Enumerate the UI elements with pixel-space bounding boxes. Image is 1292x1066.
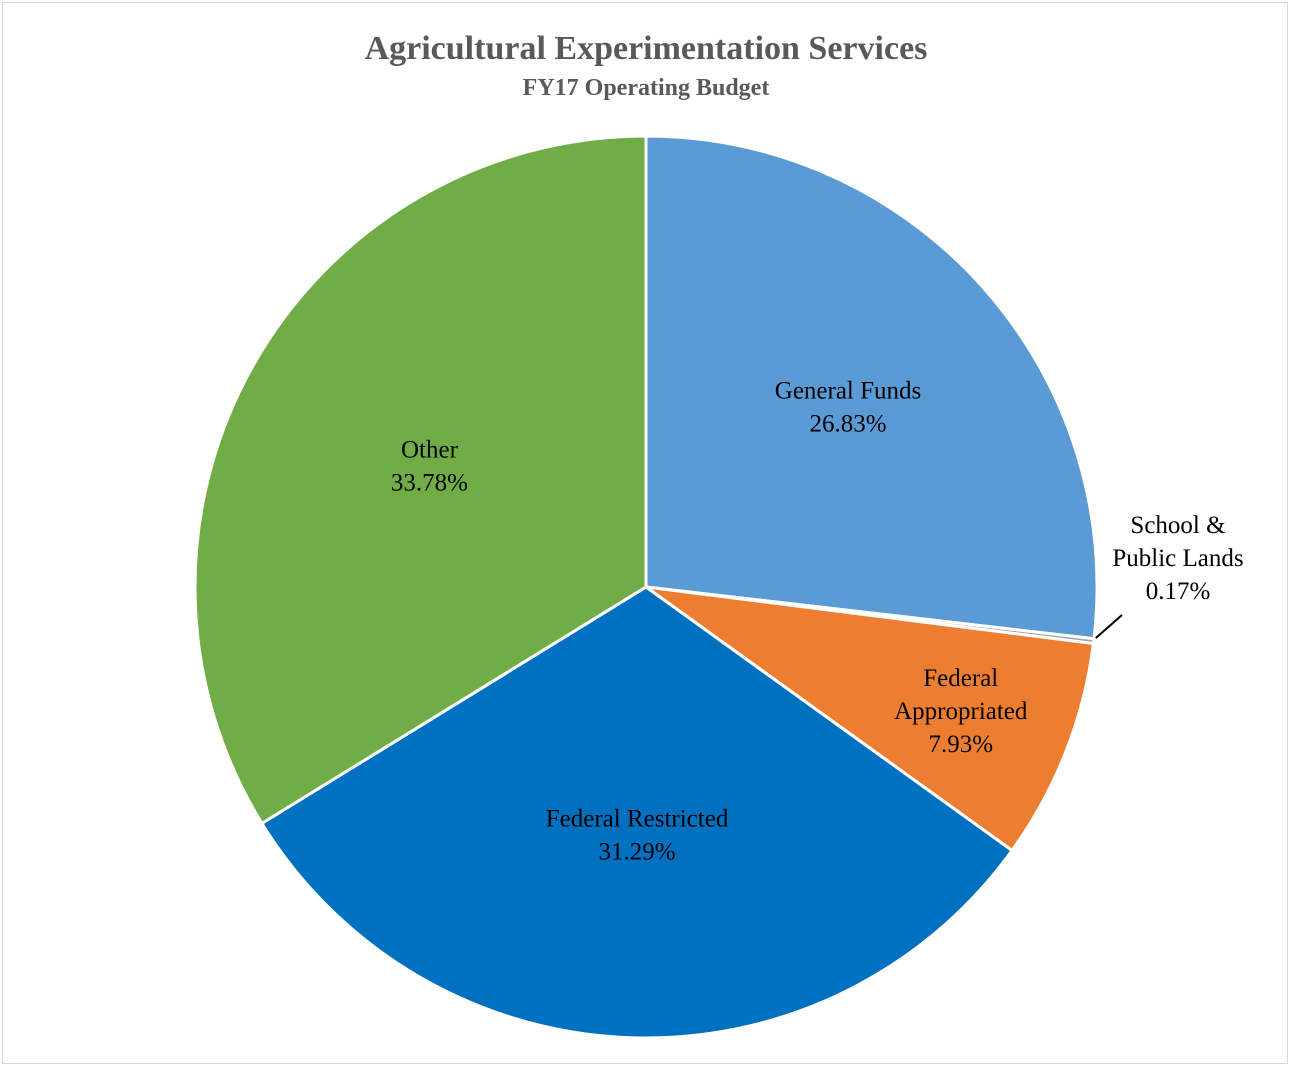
pie-slice-general-funds <box>644 134 1099 641</box>
chart-title: Agricultural Experimentation Services <box>364 30 928 67</box>
data-label-value-other: 33.78% <box>391 470 468 497</box>
pie-slice-federal-restricted <box>259 585 1015 1040</box>
data-label-value-general-funds: 26.83% <box>809 410 886 437</box>
data-label-value-school-public-lands: 0.17% <box>1146 578 1211 605</box>
data-label-value-federal-restricted: 31.29% <box>599 838 676 865</box>
data-label-name-other: Other <box>401 437 459 464</box>
chart-subtitle: FY17 Operating Budget <box>522 75 770 101</box>
data-label-name-general-funds: General Funds <box>775 377 922 404</box>
data-label-name-school-public-lands: School & <box>1130 512 1225 539</box>
data-label-name-federal-appropriated: Federal <box>923 665 998 692</box>
data-label-name-federal-restricted: Federal Restricted <box>546 805 729 832</box>
data-label-name-federal-appropriated: Appropriated <box>894 698 1028 725</box>
data-label-name-school-public-lands: Public Lands <box>1112 545 1243 572</box>
pie-slice-other <box>193 134 648 826</box>
leader-line-school-public-lands <box>1095 614 1123 639</box>
data-label-value-federal-appropriated: 7.93% <box>928 731 993 758</box>
pie-slice-federal-appropriated <box>645 585 1096 853</box>
